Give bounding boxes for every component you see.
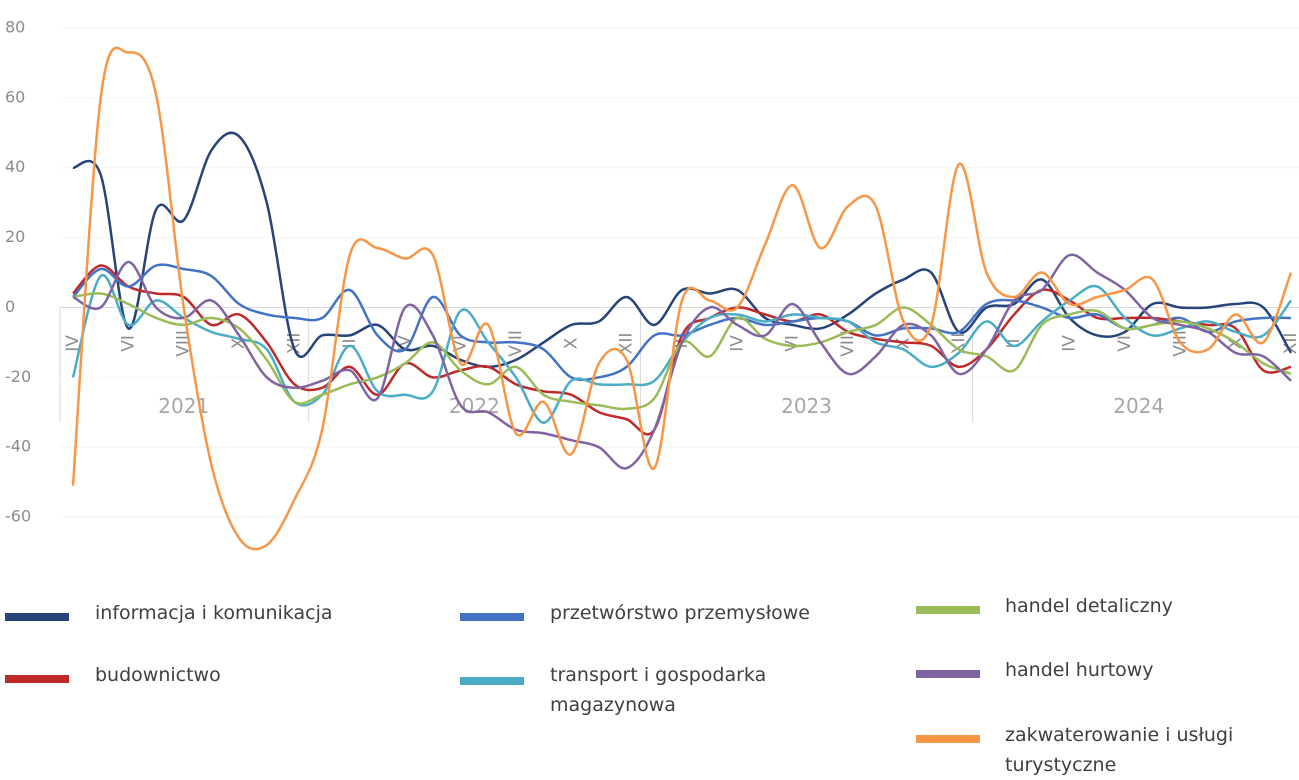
legend-label: przetwórstwo przemysłowe: [550, 602, 810, 624]
series-line: [72, 263, 1292, 382]
y-tick-label: 20: [5, 227, 25, 246]
x-tick-label: IV: [1060, 335, 1080, 352]
legend-swatch: [916, 735, 980, 743]
legend-swatch: [460, 677, 524, 685]
legend-label: transport i gospodarka magazynowa: [550, 664, 767, 716]
legend-swatch: [916, 606, 980, 614]
y-tick-label: 40: [5, 157, 25, 176]
x-tick-label: VIII: [838, 330, 858, 357]
x-tick-label: VI: [118, 335, 138, 352]
legend-label: handel hurtowy: [1005, 659, 1154, 681]
series-line: [72, 253, 1292, 470]
y-tick-label: 60: [5, 87, 25, 106]
legend-label: zakwaterowanie i usługi turystyczne: [1005, 724, 1234, 776]
legend-swatch: [460, 613, 524, 621]
x-tick-label: II: [340, 338, 360, 348]
x-tick-label: XII: [284, 333, 304, 355]
x-tick-label: XII: [617, 333, 637, 355]
x-tick-label: IV: [727, 335, 747, 352]
y-tick-label: -60: [5, 507, 31, 526]
legend-swatch: [5, 613, 69, 621]
legend-swatch: [5, 675, 69, 683]
legend-label: handel detaliczny: [1005, 595, 1173, 617]
y-tick-label: -20: [5, 367, 31, 386]
x-tick-label: IV: [63, 335, 83, 352]
x-tick-label: VI: [783, 335, 803, 352]
y-tick-label: -40: [5, 437, 31, 456]
series-line: [71, 46, 1293, 551]
legend-label: informacja i komunikacja: [95, 602, 333, 624]
x-group-label: 2024: [1113, 394, 1164, 418]
x-group-label: 2023: [781, 394, 832, 418]
series-line: [72, 131, 1293, 369]
y-tick-label: 80: [5, 18, 25, 37]
legend-swatch: [916, 670, 980, 678]
x-tick-label: X: [561, 337, 581, 349]
x-tick-label: II: [1004, 338, 1024, 348]
y-tick-label: 0: [5, 297, 15, 316]
x-tick-label: VI: [1115, 335, 1135, 352]
legend-label: budownictwo: [95, 664, 221, 686]
x-tick-label: XII: [1281, 333, 1299, 355]
